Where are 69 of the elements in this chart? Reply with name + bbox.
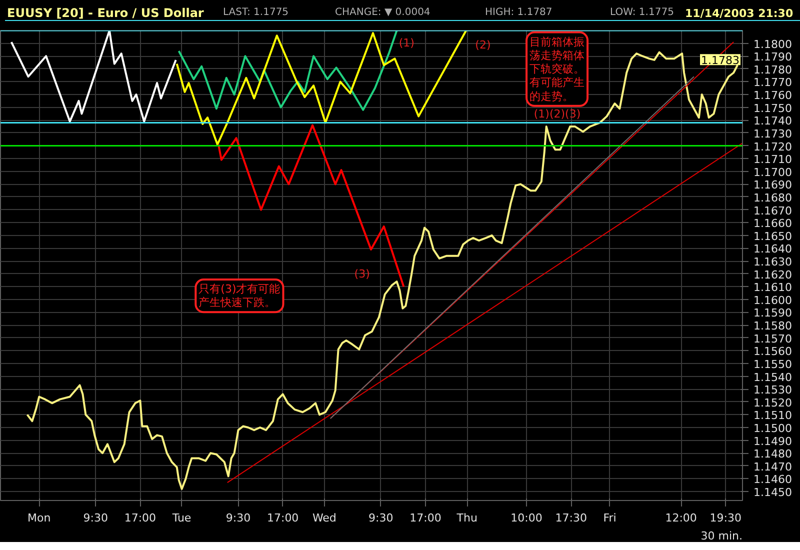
y-tick-label: 1.1610	[754, 281, 792, 294]
y-tick-label: 1.1700	[754, 166, 792, 179]
y-tick-label: 1.1670	[754, 204, 792, 218]
text: LAST: 1.1775	[223, 6, 289, 20]
y-tick-label: 1.1750	[754, 102, 792, 115]
y-tick-label: 1.1780	[754, 63, 792, 76]
x-tick-label: Mon	[28, 512, 51, 524]
text: CHANGE: ▼ 0.0004	[335, 6, 430, 20]
x-tick-label: 12:00	[665, 512, 697, 524]
y-tick-label: 1.1690	[754, 178, 792, 192]
line-series	[178, 30, 398, 111]
y-tick-label: 1.1520	[754, 396, 792, 410]
text: LOW: 1.1775	[610, 6, 674, 20]
y-tick-label: 1.1580	[754, 320, 792, 333]
y-tick-label: 1.1570	[754, 332, 792, 346]
y-tick-label: 1.1550	[754, 358, 792, 371]
x-tick-label: 19:30	[710, 512, 742, 524]
text: 11/14/2003 21:30	[685, 6, 794, 22]
x-tick-label: 17:30	[555, 512, 587, 524]
x-tick-label: Wed	[312, 512, 336, 524]
y-tick-label: 1.1660	[754, 217, 792, 230]
chart-title: EUUSY [20] - Euro / US Dollar	[7, 5, 204, 22]
annotation: 目前箱体振荡走势箱体下轨突破。有可能产生的走势。	[530, 35, 585, 103]
y-tick-label: 1.1590	[754, 306, 792, 320]
annotation: 1.1783	[701, 54, 740, 68]
line-series	[176, 30, 468, 146]
line-series	[26, 51, 739, 490]
y-tick-label: 1.1720	[754, 140, 792, 154]
y-tick-label: 1.1450	[754, 486, 792, 500]
y-tick-label: 1.1540	[754, 370, 792, 384]
y-tick-label: 1.1480	[754, 448, 792, 461]
y-tick-label: 1.1760	[754, 89, 792, 102]
y-tick-label: 1.1500	[754, 422, 792, 436]
y-tick-label: 1.1530	[754, 384, 792, 397]
x-tick-label: 17:00	[410, 512, 442, 524]
text: HIGH: 1.1787	[485, 6, 552, 20]
x-tick-label: 9:30	[226, 512, 251, 524]
x-tick-label: 10:00	[510, 512, 542, 524]
x-tick-label: Fri	[603, 512, 616, 524]
y-tick-label: 1.1770	[754, 76, 792, 90]
x-tick-label: Thu	[456, 512, 478, 524]
x-tick-label: Tue	[171, 512, 192, 524]
annotation: (3)	[354, 268, 370, 281]
y-tick-label: 1.1490	[754, 434, 792, 448]
y-tick-label: 1.1730	[754, 127, 792, 140]
annotation: 只有(3)才有可能产生快速下跌。	[198, 282, 280, 310]
annotation: (1)(2)(3)	[534, 107, 581, 120]
y-tick-label: 1.1680	[754, 191, 792, 204]
y-tick-label: 1.1740	[754, 114, 792, 128]
y-tick-label: 1.1790	[754, 50, 792, 64]
annotation: (2)	[475, 38, 491, 52]
annotation: (1)	[398, 36, 414, 50]
y-tick-label: 1.1510	[754, 409, 792, 422]
y-tick-label: 1.1460	[754, 473, 792, 486]
x-tick-label: 17:00	[124, 512, 156, 524]
y-tick-label: 1.1710	[754, 153, 792, 166]
line-series	[10, 30, 177, 122]
y-tick-label: 1.1650	[754, 230, 792, 243]
x-axis-title: 30 min.	[700, 530, 742, 542]
x-tick-label: 9:30	[368, 512, 394, 524]
y-tick-label: 1.1560	[754, 345, 792, 358]
x-tick-label: 17:00	[266, 512, 299, 524]
x-tick-label: 9:30	[83, 512, 108, 524]
y-tick-label: 1.1600	[754, 294, 792, 307]
y-tick-label: 1.1620	[754, 268, 792, 282]
y-tick-label: 1.1640	[754, 242, 792, 256]
y-tick-label: 1.1630	[754, 256, 792, 269]
y-tick-label: 1.1470	[754, 460, 792, 474]
y-tick-label: 1.1800	[754, 38, 792, 51]
